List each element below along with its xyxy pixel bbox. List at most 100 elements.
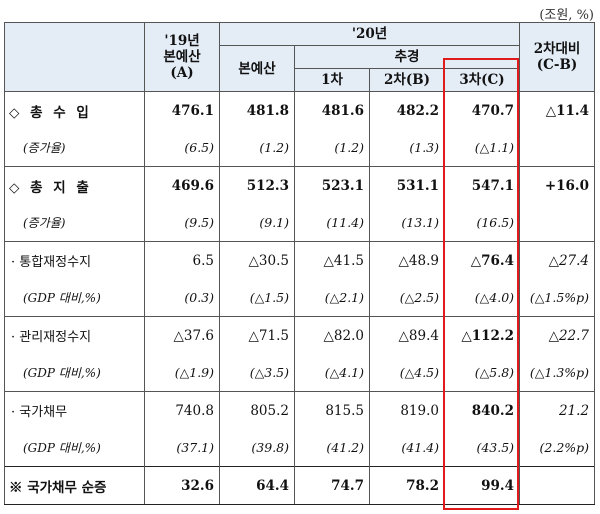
cell-19-budget: 32.6 xyxy=(144,466,220,505)
cell-20-budget: 805.2 xyxy=(219,391,295,429)
cell-supp-3: 547.1 xyxy=(443,166,521,204)
cell-diff: △22.7 xyxy=(519,316,596,354)
cell-19-budget: △37.6 xyxy=(144,316,220,354)
header-diff-formula: (C-B) xyxy=(536,57,578,73)
row-label: (증가율) xyxy=(4,204,145,242)
header-19-code: (A) xyxy=(170,65,194,81)
cell-diff: (△1.3%p) xyxy=(519,354,596,392)
cell-supp-2: 78.2 xyxy=(369,466,445,505)
cell-20-budget: (9.1) xyxy=(219,204,295,242)
cell-19-budget: 469.6 xyxy=(144,166,220,204)
row-label: (증가율) xyxy=(4,129,145,167)
cell-diff: △27.4 xyxy=(519,241,596,279)
header-supp-1: 1차 xyxy=(294,68,370,92)
row-managed-balance-gdp: (GDP 대비,%) (△1.9) (△3.5) (△4.1) (△4.5) (… xyxy=(4,354,596,392)
cell-supp-1: 74.7 xyxy=(294,466,370,505)
cell-diff: (△1.5%p) xyxy=(519,279,596,317)
cell-19-budget: 740.8 xyxy=(144,391,220,429)
cell-20-budget: (39.8) xyxy=(219,429,295,467)
cell-supp-2: (△2.5) xyxy=(369,279,445,317)
row-label: · 국가채무 xyxy=(4,391,145,429)
cell-supp-2: △89.4 xyxy=(369,316,445,354)
cell-supp-1: 523.1 xyxy=(294,166,370,204)
cell-supp-2: (41.4) xyxy=(369,429,445,467)
row-label: ◇ 총 수 입 xyxy=(4,91,145,129)
row-national-debt: · 국가채무 740.8 805.2 815.5 819.0 840.2 21.… xyxy=(4,391,596,429)
row-label: ※ 국가채무 순증 xyxy=(4,466,145,505)
cell-supp-2: △48.9 xyxy=(369,241,445,279)
cell-19-budget: (0.3) xyxy=(144,279,220,317)
cell-20-budget: 64.4 xyxy=(219,466,295,505)
cell-supp-1: (△4.1) xyxy=(294,354,370,392)
cell-supp-3: 99.4 xyxy=(443,466,521,505)
cell-supp-1: 481.6 xyxy=(294,91,370,129)
cell-19-budget: (△1.9) xyxy=(144,354,220,392)
header-supp: 추경 xyxy=(293,45,521,69)
row-label: (GDP 대비,%) xyxy=(4,429,145,467)
cell-20-budget: △30.5 xyxy=(219,241,295,279)
row-total-revenue: ◇ 총 수 입 476.1 481.8 481.6 482.2 470.7 △1… xyxy=(4,91,596,129)
cell-supp-1: (41.2) xyxy=(294,429,370,467)
row-integrated-balance: · 통합재정수지 6.5 △30.5 △41.5 △48.9 △76.4 △27… xyxy=(4,241,596,279)
row-label: · 관리재정수지 xyxy=(4,316,145,354)
header-supp-2: 2차(B) xyxy=(369,68,445,92)
row-label: (GDP 대비,%) xyxy=(4,279,145,317)
table-header: '19년 본예산 (A) '20년 2차대비 (C-B) 본예산 추경 1차 2… xyxy=(4,22,596,92)
cell-diff xyxy=(519,204,596,242)
cell-supp-3: (△1.1) xyxy=(443,129,521,167)
row-managed-balance: · 관리재정수지 △37.6 △71.5 △82.0 △89.4 △112.2 … xyxy=(4,316,596,354)
cell-20-budget: 512.3 xyxy=(219,166,295,204)
row-label: (GDP 대비,%) xyxy=(4,354,145,392)
cell-20-budget: (1.2) xyxy=(219,129,295,167)
cell-supp-2: 531.1 xyxy=(369,166,445,204)
fiscal-table: '19년 본예산 (A) '20년 2차대비 (C-B) 본예산 추경 1차 2… xyxy=(4,22,596,505)
cell-supp-1: (△2.1) xyxy=(294,279,370,317)
cell-diff: +16.0 xyxy=(519,166,596,204)
cell-19-budget: (37.1) xyxy=(144,429,220,467)
header-19-budget: '19년 본예산 (A) xyxy=(144,22,220,92)
row-label: ◇ 총 지 출 xyxy=(4,166,145,204)
cell-supp-1: △82.0 xyxy=(294,316,370,354)
cell-supp-2: (1.3) xyxy=(369,129,445,167)
cell-19-budget: 6.5 xyxy=(144,241,220,279)
row-expenditure-growth: (증가율) (9.5) (9.1) (11.4) (13.1) (16.5) xyxy=(4,204,596,242)
cell-supp-3: (△5.8) xyxy=(443,354,521,392)
cell-20-budget: △71.5 xyxy=(219,316,295,354)
header-supp-3: 3차(C) xyxy=(443,68,521,92)
header-diff-title: 2차대비 xyxy=(533,41,581,57)
row-debt-increase: ※ 국가채무 순증 32.6 64.4 74.7 78.2 99.4 xyxy=(4,466,596,505)
header-20-budget: 본예산 xyxy=(219,45,295,92)
header-19-year: '19년 xyxy=(164,33,200,49)
cell-supp-3: △76.4 xyxy=(443,241,521,279)
cell-supp-3: (△4.0) xyxy=(443,279,521,317)
cell-19-budget: (9.5) xyxy=(144,204,220,242)
unit-label: (조원, %) xyxy=(539,8,594,23)
cell-supp-3: 840.2 xyxy=(443,391,521,429)
cell-supp-3: (16.5) xyxy=(443,204,521,242)
cell-supp-1: △41.5 xyxy=(294,241,370,279)
header-19-type: 본예산 xyxy=(163,49,201,65)
row-total-expenditure: ◇ 총 지 출 469.6 512.3 523.1 531.1 547.1 +1… xyxy=(4,166,596,204)
table-body: ◇ 총 수 입 476.1 481.8 481.6 482.2 470.7 △1… xyxy=(4,91,596,505)
cell-diff: (2.2%p) xyxy=(519,429,596,467)
cell-supp-2: (△4.5) xyxy=(369,354,445,392)
row-national-debt-gdp: (GDP 대비,%) (37.1) (39.8) (41.2) (41.4) (… xyxy=(4,429,596,467)
cell-supp-1: (11.4) xyxy=(294,204,370,242)
cell-20-budget: (△1.5) xyxy=(219,279,295,317)
cell-supp-3: (43.5) xyxy=(443,429,521,467)
header-corner xyxy=(4,22,145,92)
cell-20-budget: 481.8 xyxy=(219,91,295,129)
header-20-group: '20년 xyxy=(218,22,521,46)
cell-supp-1: (1.2) xyxy=(294,129,370,167)
cell-19-budget: (6.5) xyxy=(144,129,220,167)
row-label: · 통합재정수지 xyxy=(4,241,145,279)
row-integrated-balance-gdp: (GDP 대비,%) (0.3) (△1.5) (△2.1) (△2.5) (△… xyxy=(4,279,596,317)
cell-19-budget: 476.1 xyxy=(144,91,220,129)
header-diff: 2차대비 (C-B) xyxy=(519,22,596,92)
cell-supp-2: (13.1) xyxy=(369,204,445,242)
cell-diff xyxy=(519,129,596,167)
cell-diff xyxy=(519,466,596,505)
cell-supp-3: △112.2 xyxy=(443,316,521,354)
cell-supp-2: 482.2 xyxy=(369,91,445,129)
cell-diff: 21.2 xyxy=(519,391,596,429)
